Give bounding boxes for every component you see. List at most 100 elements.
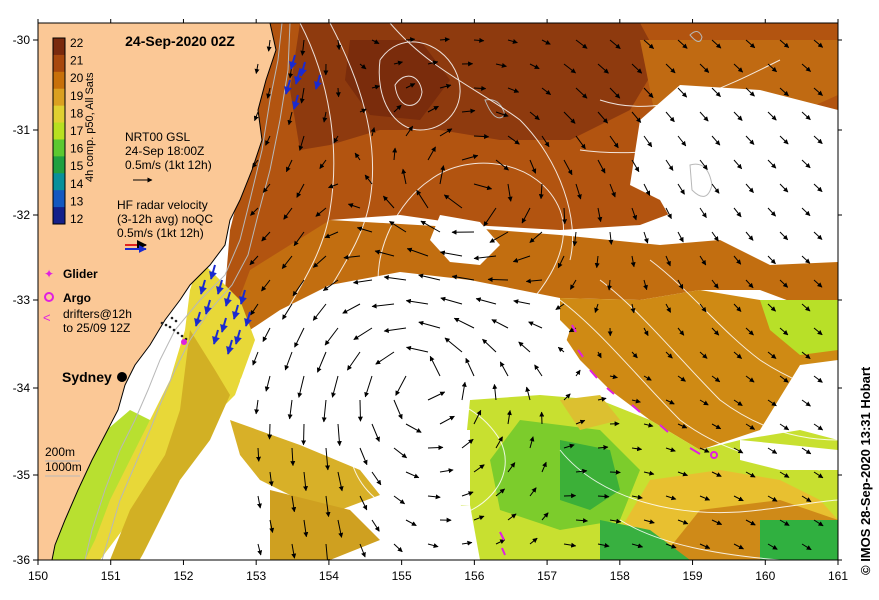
gsl-arrow	[439, 250, 463, 257]
longitude-axis: 150 151 152 153 154 155 156 157 158 159 160 161	[28, 19, 848, 583]
lon-tick-label: 156	[464, 569, 484, 583]
gsl-arrow	[342, 303, 361, 314]
legend-gsl: NRT00 GSL 24-Sep 18:00Z 0.5m/s (1kt 12h)	[125, 130, 212, 183]
legend-argo: Argo	[63, 291, 91, 305]
gsl-arrow	[337, 471, 344, 492]
gsl-arrow	[665, 447, 676, 453]
colorbar-swatch	[53, 71, 65, 90]
gsl-arrow	[711, 519, 723, 525]
gsl-arrow	[745, 279, 754, 289]
gsl-arrow	[444, 337, 463, 353]
gsl-arrow	[630, 255, 636, 268]
gsl-arrow	[420, 220, 441, 233]
plot-frame	[37, 22, 839, 561]
gsl-arrow	[475, 297, 497, 305]
colorbar-swatch	[53, 207, 65, 225]
gsl-arrow	[297, 375, 305, 398]
gsl-arrow	[347, 203, 361, 209]
gsl-arrow	[291, 543, 297, 559]
gsl-arrow	[249, 255, 259, 266]
gsl-arrow	[473, 37, 485, 43]
gsl-arrow	[343, 254, 361, 260]
gsl-arrow	[489, 231, 509, 243]
gsl-arrow	[439, 83, 452, 89]
gsl-arrow	[281, 255, 293, 269]
lon-tick-label: 159	[683, 569, 703, 583]
gsl-arrow	[393, 447, 407, 459]
gsl-arrow	[813, 39, 824, 48]
gsl-arrow	[392, 147, 398, 161]
gsl-arrow	[257, 495, 262, 509]
hf-radar-arrow	[212, 329, 220, 345]
gsl-arrow	[290, 447, 296, 467]
gsl-arrow	[383, 195, 395, 209]
gsl-arrow	[250, 207, 259, 216]
gsl-arrow	[262, 327, 271, 342]
gsl-arrow	[608, 231, 614, 245]
sydney-marker	[117, 372, 127, 382]
gsl-arrow	[303, 471, 309, 492]
gsl-arrows	[249, 37, 824, 560]
gsl-arrow	[529, 231, 543, 243]
gsl-arrow	[405, 423, 422, 433]
lon-tick-label: 150	[28, 569, 48, 583]
legend-gsl-line3: 0.5m/s (1kt 12h)	[125, 158, 212, 172]
gsl-arrow	[801, 255, 811, 264]
gsl-arrow	[643, 183, 651, 196]
gsl-arrow	[779, 183, 789, 193]
gsl-arrow	[779, 39, 790, 48]
gsl-arrow	[699, 543, 711, 549]
gsl-arrow	[609, 469, 621, 475]
hf-radar-arrow	[284, 79, 292, 95]
gsl-arrow	[813, 423, 824, 431]
gsl-arrow	[495, 62, 507, 68]
gsl-arrow	[779, 471, 790, 478]
gsl-arrow	[801, 351, 811, 359]
gsl-arrow	[337, 519, 344, 538]
lon-tick-label: 155	[392, 569, 412, 583]
gsl-arrow	[677, 279, 684, 290]
gsl-arrow	[296, 183, 305, 198]
gsl-arrow	[359, 447, 368, 466]
colorbar-swatch	[53, 122, 65, 140]
gsl-arrow	[745, 39, 756, 49]
colorbar-tick-label: 18	[70, 106, 84, 120]
gsl-arrow	[528, 321, 543, 329]
gsl-arrow	[316, 351, 327, 373]
hf-radar-arrow	[199, 279, 207, 295]
gsl-arrow	[597, 396, 607, 402]
gsl-arrow	[465, 357, 475, 377]
gsl-arrow	[801, 495, 812, 503]
gsl-arrow	[557, 255, 565, 269]
gsl-arrow	[711, 279, 719, 289]
drifter-tracks	[499, 324, 701, 556]
gsl-arrow	[711, 471, 722, 477]
lat-tick-label: -31	[13, 123, 31, 137]
gsl-arrow	[665, 255, 671, 267]
gsl-arrow	[733, 255, 742, 265]
gsl-arrow	[563, 443, 575, 449]
gsl-arrow	[429, 355, 441, 377]
glider-track	[160, 316, 188, 341]
gsl-arrow	[299, 87, 305, 104]
colorbar-tick-label: 12	[70, 212, 84, 226]
gsl-arrow	[813, 183, 823, 192]
gsl-arrow	[630, 303, 636, 314]
gsl-arrow	[767, 399, 777, 407]
gsl-arrow	[711, 183, 720, 194]
gsl-arrow	[609, 135, 619, 149]
lat-tick-label: -36	[13, 553, 31, 567]
gsl-arrow	[699, 159, 708, 170]
lat-tick-label: -35	[13, 468, 31, 482]
gsl-arrow	[699, 255, 707, 266]
gsl-arrow	[631, 543, 644, 549]
gsl-arrow	[371, 303, 395, 309]
colorbar-swatch	[53, 173, 65, 191]
gsl-arrow	[507, 183, 513, 202]
gsl-arrow	[643, 87, 654, 98]
legend-drifters-line2: to 25/09 12Z	[63, 321, 130, 335]
colorbar-tick-label: 15	[70, 159, 84, 173]
gsl-arrow	[569, 279, 577, 290]
hf-radar-arrow	[232, 304, 240, 320]
gsl-arrow	[575, 135, 586, 150]
